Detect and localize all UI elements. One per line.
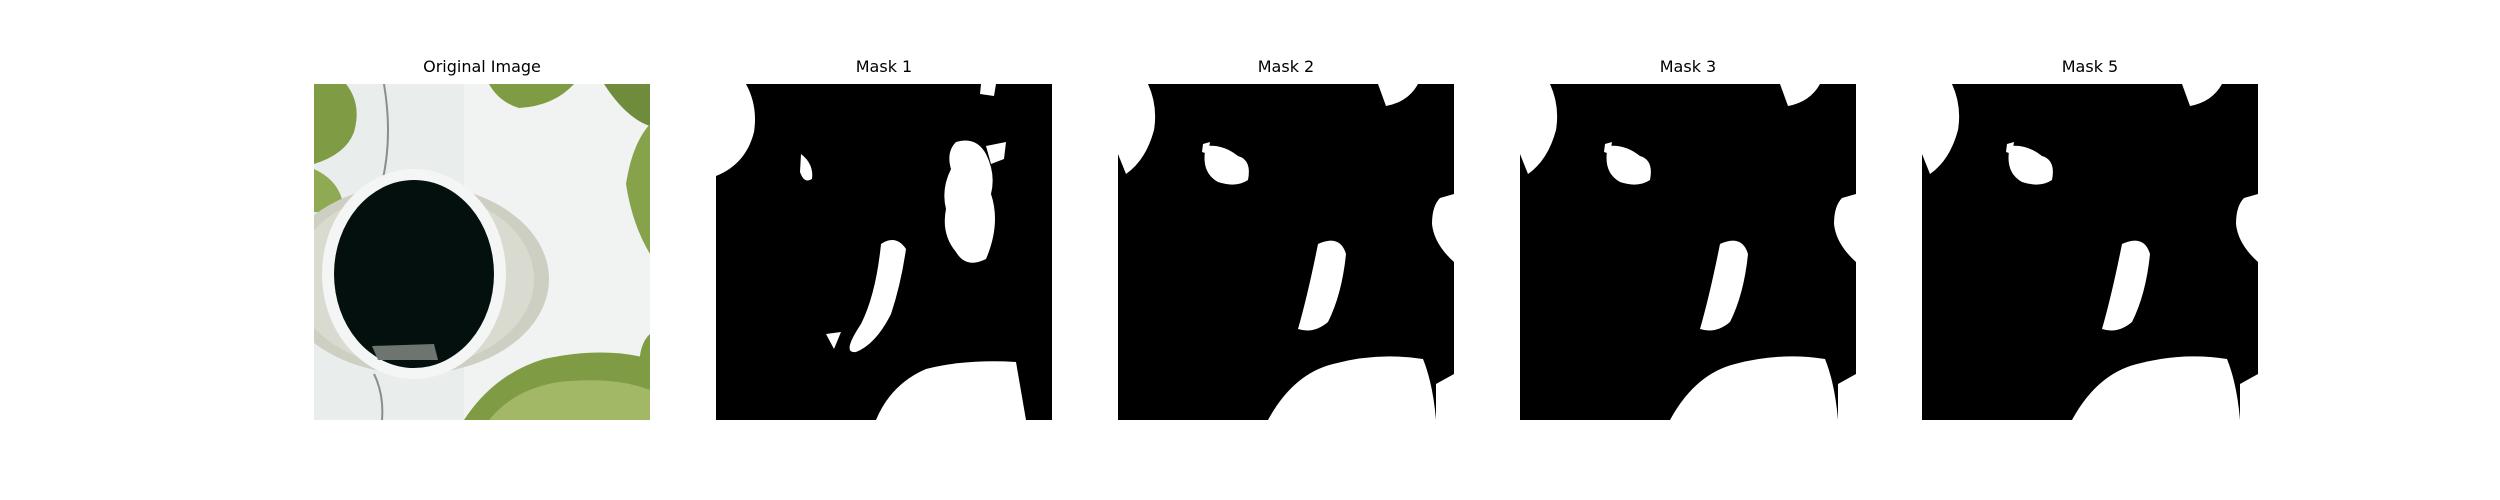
mask-image bbox=[1922, 84, 2258, 420]
mask-1-graphic bbox=[716, 84, 1052, 420]
mask-2-graphic bbox=[1118, 84, 1454, 420]
mask-3-graphic bbox=[1520, 84, 1856, 420]
panel-title: Mask 5 bbox=[2061, 57, 2119, 76]
panel-title: Mask 1 bbox=[855, 57, 913, 76]
mask-image bbox=[716, 84, 1052, 420]
panel-title: Mask 3 bbox=[1659, 57, 1717, 76]
mask-image bbox=[1520, 84, 1856, 420]
original-image bbox=[314, 84, 650, 420]
original-photo bbox=[314, 84, 650, 420]
panel-title: Mask 2 bbox=[1257, 57, 1315, 76]
mask-5-graphic bbox=[1922, 84, 2258, 420]
panel-title: Original Image bbox=[423, 57, 541, 76]
mask-image bbox=[1118, 84, 1454, 420]
